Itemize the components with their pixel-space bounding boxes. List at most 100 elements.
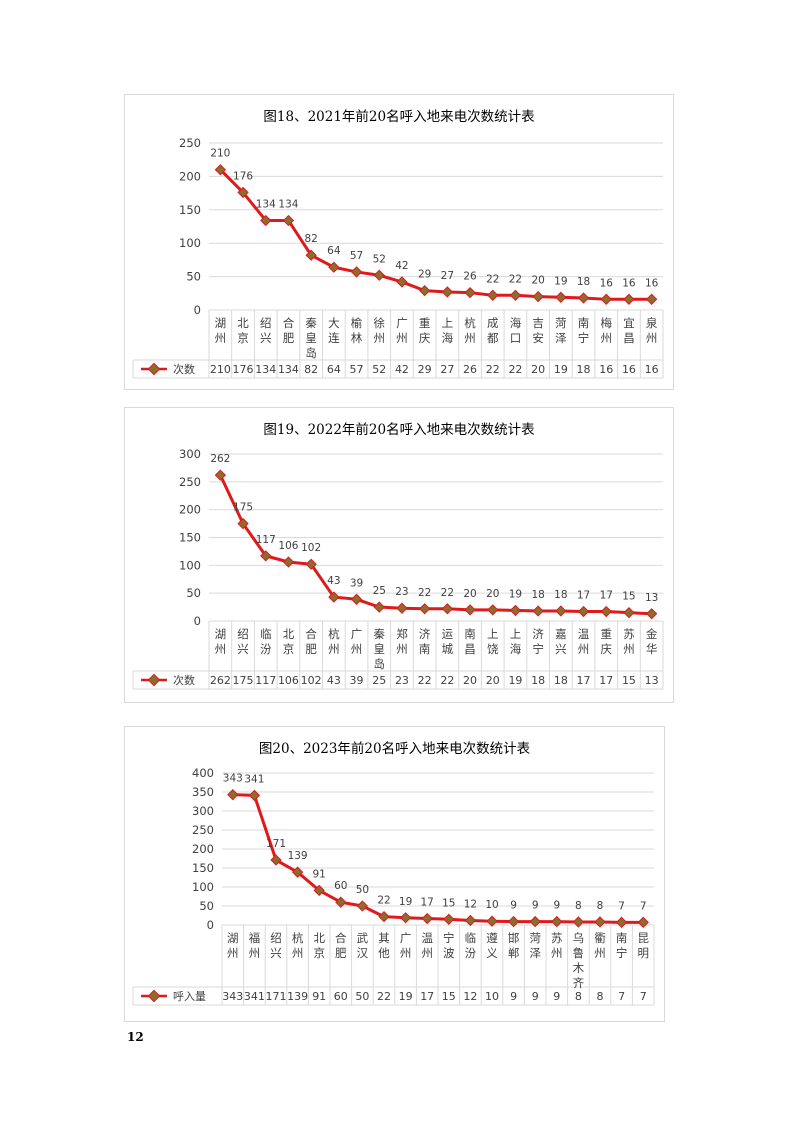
table-value: 22 bbox=[440, 674, 454, 687]
table-value: 7 bbox=[618, 990, 625, 1003]
data-point bbox=[378, 910, 390, 923]
svg-text:菏: 菏 bbox=[529, 931, 541, 945]
svg-text:华: 华 bbox=[646, 642, 658, 656]
svg-text:兴: 兴 bbox=[260, 331, 272, 345]
data-label: 17 bbox=[421, 897, 434, 909]
svg-text:临: 临 bbox=[465, 931, 477, 945]
data-point bbox=[487, 604, 499, 616]
data-point bbox=[600, 293, 612, 305]
svg-text:林: 林 bbox=[351, 331, 363, 345]
data-point bbox=[396, 276, 408, 288]
data-point bbox=[260, 214, 272, 227]
category-label: 绍兴 bbox=[270, 931, 282, 960]
data-point bbox=[248, 789, 261, 802]
svg-text:南: 南 bbox=[464, 627, 476, 641]
category-label: 上海 bbox=[442, 316, 454, 345]
category-label: 上海 bbox=[510, 627, 522, 656]
table-value: 52 bbox=[372, 363, 386, 376]
legend-marker bbox=[147, 673, 161, 687]
category-label: 苏州 bbox=[551, 931, 563, 960]
data-label: 117 bbox=[256, 534, 276, 546]
data-label: 25 bbox=[373, 585, 386, 597]
svg-text:明: 明 bbox=[637, 946, 649, 960]
y-tick-label: 400 bbox=[192, 766, 214, 780]
svg-text:州: 州 bbox=[215, 642, 227, 656]
table-value: 139 bbox=[287, 990, 308, 1003]
svg-text:秦: 秦 bbox=[305, 316, 317, 330]
svg-text:绍: 绍 bbox=[237, 627, 249, 641]
svg-text:泽: 泽 bbox=[555, 331, 567, 345]
svg-text:兴: 兴 bbox=[270, 946, 282, 960]
category-label: 合肥 bbox=[335, 931, 347, 960]
table-value: 57 bbox=[350, 363, 364, 376]
data-point bbox=[529, 915, 541, 928]
y-tick-label: 250 bbox=[179, 136, 201, 150]
data-label: 91 bbox=[313, 868, 326, 880]
category-label: 杭州 bbox=[328, 627, 340, 656]
table-value: 17 bbox=[420, 990, 434, 1003]
table-value: 22 bbox=[508, 363, 522, 376]
svg-text:海: 海 bbox=[510, 316, 522, 330]
data-point bbox=[305, 249, 317, 261]
svg-text:广: 广 bbox=[400, 931, 412, 945]
data-label: 106 bbox=[278, 540, 298, 552]
y-tick-label: 150 bbox=[192, 861, 214, 875]
data-label: 17 bbox=[600, 590, 613, 602]
table-value: 106 bbox=[278, 674, 299, 687]
data-label: 29 bbox=[418, 269, 431, 281]
category-label: 秦皇岛 bbox=[374, 627, 386, 671]
category-label: 衢州 bbox=[594, 931, 606, 960]
category-label: 济南 bbox=[419, 627, 431, 656]
data-label: 343 bbox=[223, 773, 243, 785]
svg-text:州: 州 bbox=[601, 331, 613, 345]
data-point bbox=[487, 289, 499, 301]
svg-text:郑: 郑 bbox=[396, 627, 408, 641]
category-label: 北京 bbox=[237, 316, 249, 345]
table-value: 27 bbox=[440, 363, 454, 376]
data-label: 134 bbox=[256, 198, 276, 210]
y-tick-label: 200 bbox=[192, 842, 214, 856]
data-point bbox=[443, 913, 455, 925]
table-value: 19 bbox=[399, 990, 413, 1003]
data-label: 60 bbox=[334, 880, 347, 892]
y-tick-label: 100 bbox=[179, 558, 201, 572]
svg-text:州: 州 bbox=[328, 642, 340, 656]
svg-text:遵: 遵 bbox=[486, 931, 498, 945]
table-value: 8 bbox=[597, 990, 604, 1003]
data-label: 139 bbox=[288, 850, 308, 862]
data-point bbox=[555, 291, 567, 303]
data-point bbox=[214, 164, 227, 176]
y-tick-label: 300 bbox=[179, 447, 201, 461]
table-value: 16 bbox=[622, 363, 636, 376]
svg-text:州: 州 bbox=[249, 946, 261, 960]
svg-text:杭: 杭 bbox=[328, 627, 340, 641]
svg-text:北: 北 bbox=[313, 931, 325, 945]
chart-2022-svg: 图19、2022年前20名呼入地来电次数统计表 0 50 100 150 200 250 30… bbox=[132, 421, 664, 690]
table-value: 82 bbox=[304, 363, 318, 376]
svg-text:徐: 徐 bbox=[374, 316, 386, 330]
table-value: 18 bbox=[577, 363, 591, 376]
svg-text:海: 海 bbox=[442, 331, 454, 345]
svg-text:汾: 汾 bbox=[260, 642, 272, 656]
category-label: 绍兴 bbox=[260, 316, 272, 345]
y-tick-label: 100 bbox=[192, 880, 214, 894]
svg-text:北: 北 bbox=[237, 316, 249, 330]
category-label: 合肥 bbox=[283, 316, 295, 345]
data-label: 102 bbox=[301, 542, 321, 554]
category-label: 苏州 bbox=[623, 627, 635, 656]
table-value: 134 bbox=[278, 363, 299, 376]
svg-text:杭: 杭 bbox=[292, 931, 304, 945]
svg-text:湖: 湖 bbox=[227, 931, 239, 945]
legend-label: 次数 bbox=[173, 673, 195, 687]
table-value: 50 bbox=[355, 990, 369, 1003]
table-value: 16 bbox=[645, 363, 659, 376]
data-point bbox=[350, 266, 363, 278]
data-label: 8 bbox=[597, 900, 604, 912]
y-tick-label: 150 bbox=[179, 203, 201, 217]
category-label: 杭州 bbox=[292, 931, 304, 960]
svg-text:州: 州 bbox=[551, 946, 563, 960]
data-point bbox=[260, 550, 272, 562]
data-point bbox=[270, 854, 282, 866]
table-value: 23 bbox=[395, 674, 409, 687]
